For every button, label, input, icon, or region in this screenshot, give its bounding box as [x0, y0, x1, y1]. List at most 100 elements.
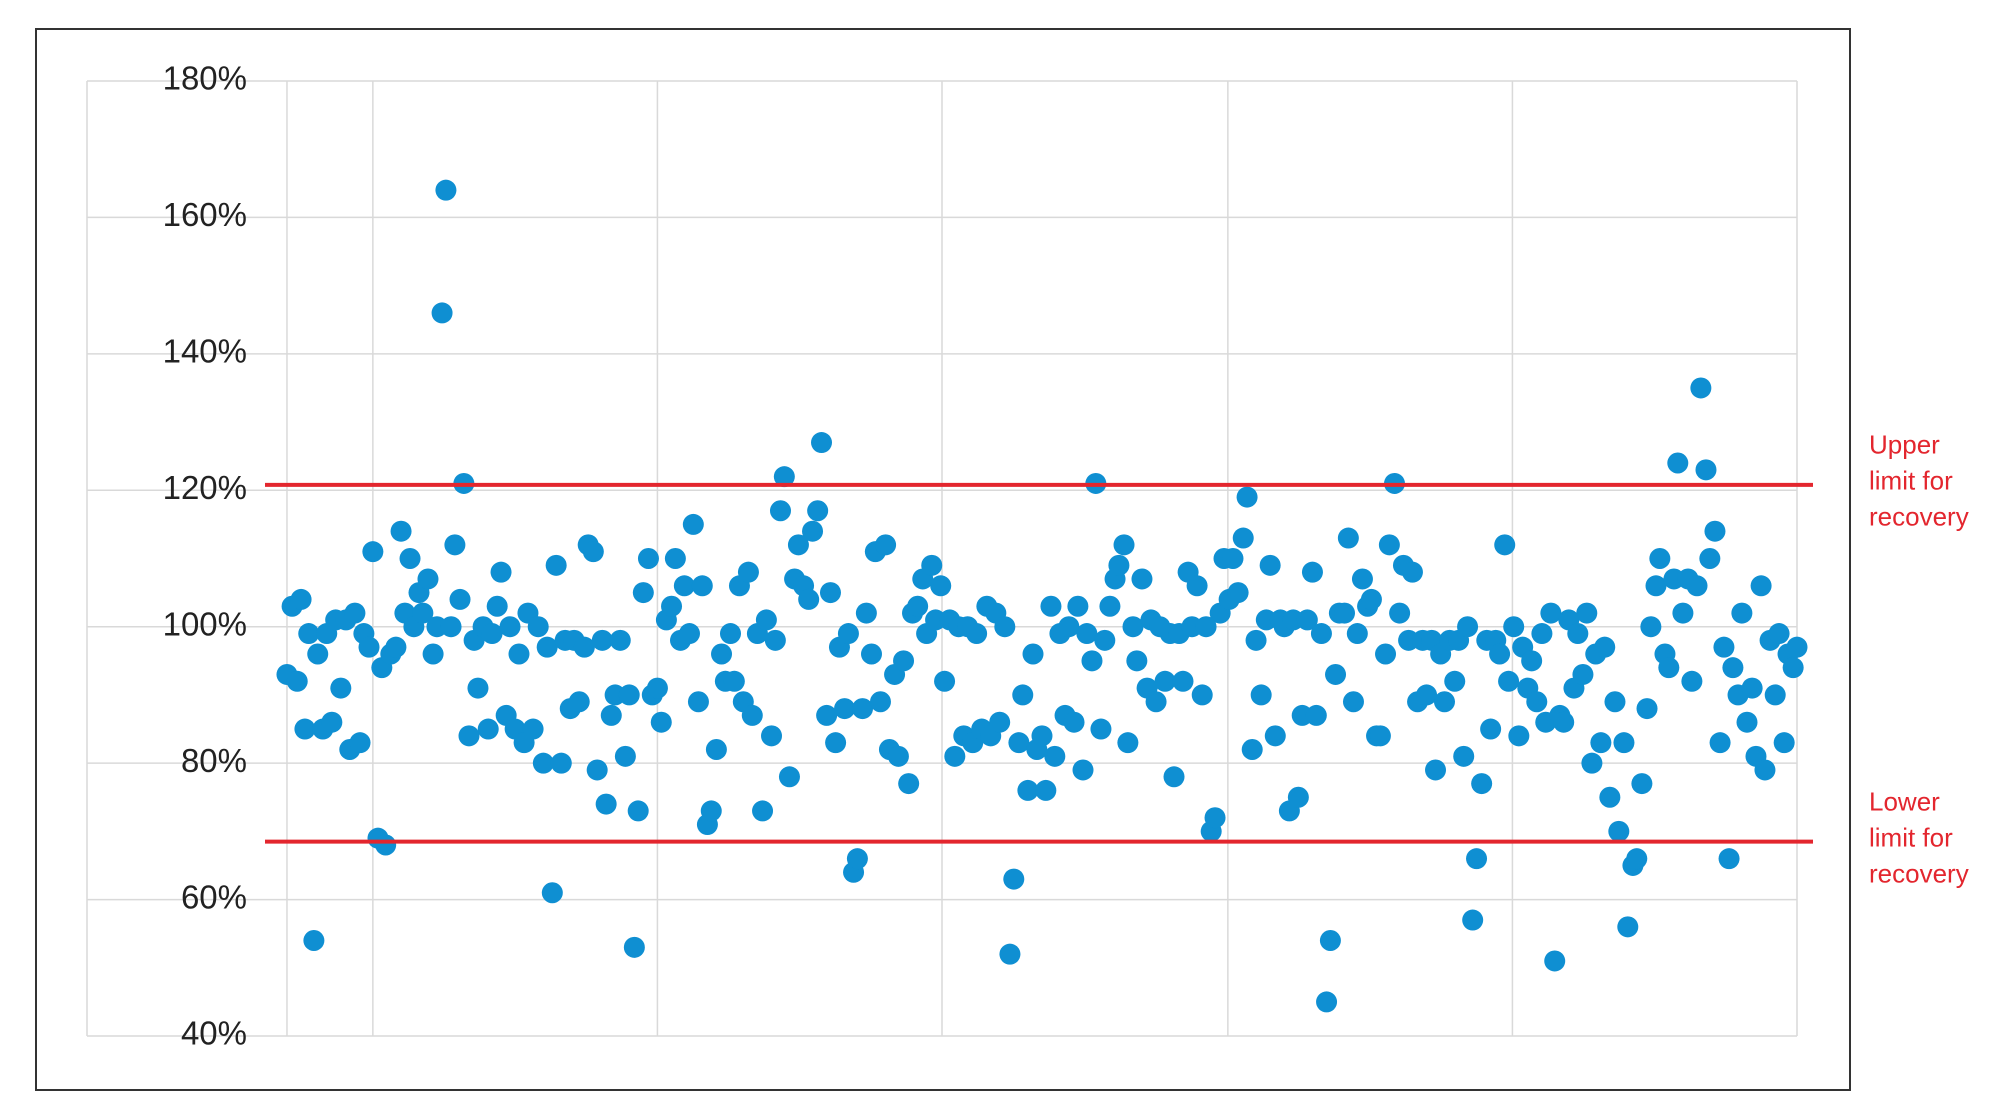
point	[1186, 575, 1208, 597]
point	[1494, 534, 1516, 556]
point	[764, 629, 786, 651]
point	[321, 711, 343, 733]
point	[1681, 670, 1703, 692]
point	[1108, 554, 1130, 576]
point	[1008, 732, 1030, 754]
point	[650, 711, 672, 733]
point	[816, 704, 838, 726]
point	[307, 643, 329, 665]
point	[875, 534, 897, 556]
reference-label: Lower	[1869, 786, 1940, 816]
y-tick-label: 140%	[163, 333, 247, 370]
point	[646, 677, 668, 699]
point	[1250, 684, 1272, 706]
point	[807, 500, 829, 522]
point	[623, 936, 645, 958]
point	[966, 623, 988, 645]
point	[1636, 698, 1658, 720]
point	[1099, 595, 1121, 617]
point	[614, 745, 636, 767]
point	[1264, 725, 1286, 747]
point	[1731, 602, 1753, 624]
y-tick-label: 120%	[163, 469, 247, 506]
point	[1590, 732, 1612, 754]
point	[298, 623, 320, 645]
point	[855, 602, 877, 624]
point	[1626, 848, 1648, 870]
point	[687, 691, 709, 713]
point	[536, 636, 558, 658]
point	[1667, 452, 1689, 474]
point	[834, 698, 856, 720]
point	[778, 766, 800, 788]
reference-label: recovery	[1869, 502, 1969, 532]
point	[678, 623, 700, 645]
point	[1337, 527, 1359, 549]
point	[752, 800, 774, 822]
point	[1122, 616, 1144, 638]
point	[449, 588, 471, 610]
point	[1296, 609, 1318, 631]
point	[1040, 595, 1062, 617]
point	[1241, 739, 1263, 760]
point	[1319, 930, 1341, 951]
point	[1640, 616, 1662, 638]
point	[1599, 786, 1621, 808]
point	[1503, 616, 1525, 638]
point	[1081, 650, 1103, 672]
point	[1369, 725, 1391, 747]
point	[898, 773, 920, 795]
point	[435, 179, 457, 201]
point	[330, 677, 352, 699]
point	[1531, 623, 1553, 645]
point	[1072, 759, 1094, 781]
point	[1604, 691, 1626, 713]
point	[999, 943, 1021, 965]
point	[1709, 732, 1731, 754]
point	[1425, 759, 1447, 781]
point	[431, 302, 453, 324]
y-tick-label: 100%	[163, 605, 247, 642]
point	[1453, 745, 1475, 767]
point	[691, 575, 713, 597]
point	[573, 636, 595, 658]
point	[1236, 486, 1258, 508]
point	[930, 575, 952, 597]
point	[1773, 732, 1795, 754]
point	[1012, 684, 1034, 706]
y-tick-label: 80%	[181, 742, 247, 779]
point	[1346, 623, 1368, 645]
point	[1325, 663, 1347, 685]
point	[1658, 657, 1680, 679]
point	[1544, 950, 1566, 972]
point	[1526, 691, 1548, 713]
point	[825, 732, 847, 754]
y-tick-label: 60%	[181, 878, 247, 915]
reference-label: limit for	[1869, 466, 1953, 496]
point	[1195, 616, 1217, 638]
point	[1672, 602, 1694, 624]
point	[1191, 684, 1213, 706]
point	[664, 548, 686, 569]
point	[1090, 718, 1112, 740]
y-tick-label: 160%	[163, 196, 247, 233]
point	[737, 561, 759, 583]
point	[773, 466, 795, 488]
point	[286, 670, 308, 692]
point	[787, 534, 809, 556]
point	[1695, 459, 1717, 481]
point	[989, 711, 1011, 733]
point	[1301, 561, 1323, 583]
point	[705, 739, 727, 760]
point	[568, 691, 590, 713]
point	[618, 684, 640, 706]
point	[1471, 773, 1493, 795]
point	[1378, 534, 1400, 556]
point	[1305, 704, 1327, 726]
point	[1613, 732, 1635, 754]
point	[1645, 575, 1667, 597]
point	[1044, 745, 1066, 767]
point	[1204, 807, 1226, 829]
point	[1245, 629, 1267, 651]
point	[1222, 548, 1244, 569]
